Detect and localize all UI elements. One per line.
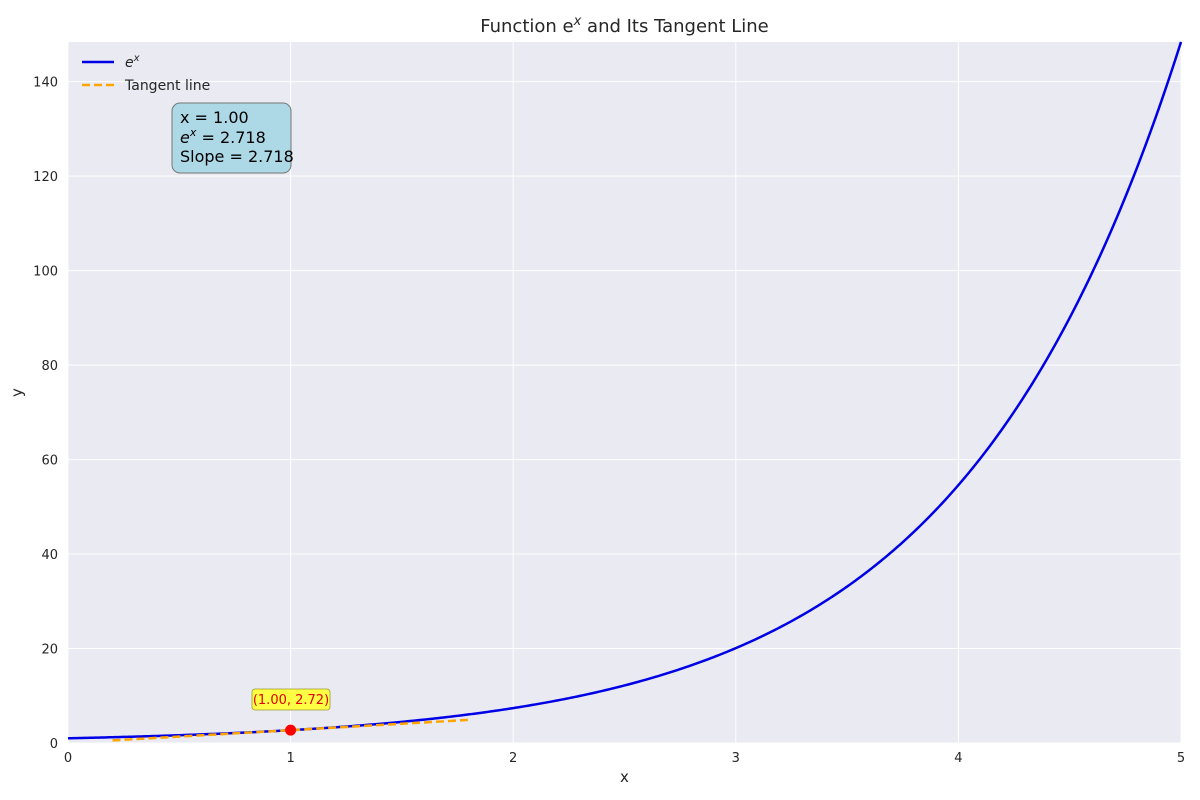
chart-title-sup: x [573,14,582,29]
x-tick-label: 1 [286,751,294,766]
info-ex-rest: = 2.718 [196,128,265,147]
legend: ex Tangent line [82,53,210,94]
x-tick-label: 4 [954,751,962,766]
highlight-point-marker [285,724,297,736]
y-tick-label: 0 [50,737,58,752]
chart-title-suffix: and Its Tangent Line [581,16,768,37]
y-tick-label: 80 [41,359,58,374]
x-tick-label: 5 [1177,751,1185,766]
info-x-value: x = 1.00 [180,108,249,127]
y-axis-label: y [8,388,26,397]
legend-label-ex: ex [125,53,140,71]
info-slope-value: Slope = 2.718 [180,147,294,166]
legend-label-tangent: Tangent line [124,78,210,94]
info-box-background [171,102,292,174]
legend-label-ex-base: e [125,55,134,71]
y-tick-label: 140 [33,76,58,91]
y-tick-label: 60 [41,454,58,469]
info-ex-value: ex = 2.718 [180,126,266,147]
series-line-ex [67,41,1183,740]
grid [67,42,1182,744]
info-ex-base: e [180,128,190,147]
point-label-background [251,688,331,711]
y-tick-label: 100 [33,265,58,280]
y-tick-label: 20 [41,643,58,658]
chart-title: Function ex and Its Tangent Line [480,14,769,37]
info-ex-sup: x [189,126,197,139]
x-tick-label: 2 [509,751,517,766]
chart-title-main: Function e [480,16,573,37]
x-axis-label: x [620,768,629,786]
x-tick-label: 3 [732,751,740,766]
y-tick-label: 120 [33,170,58,185]
point-annotation: (1.00, 2.72) [251,688,331,711]
info-box: x = 1.00 ex = 2.718 Slope = 2.718 [171,102,294,174]
series-layer [67,41,1183,742]
legend-label-ex-sup: x [133,53,140,64]
y-tick-label: 40 [41,548,58,563]
ticks: 0 1 2 3 4 5 0 20 40 60 80 100 120 140 [33,76,1185,766]
x-tick-label: 0 [64,751,72,766]
point-label: (1.00, 2.72) [253,693,329,708]
